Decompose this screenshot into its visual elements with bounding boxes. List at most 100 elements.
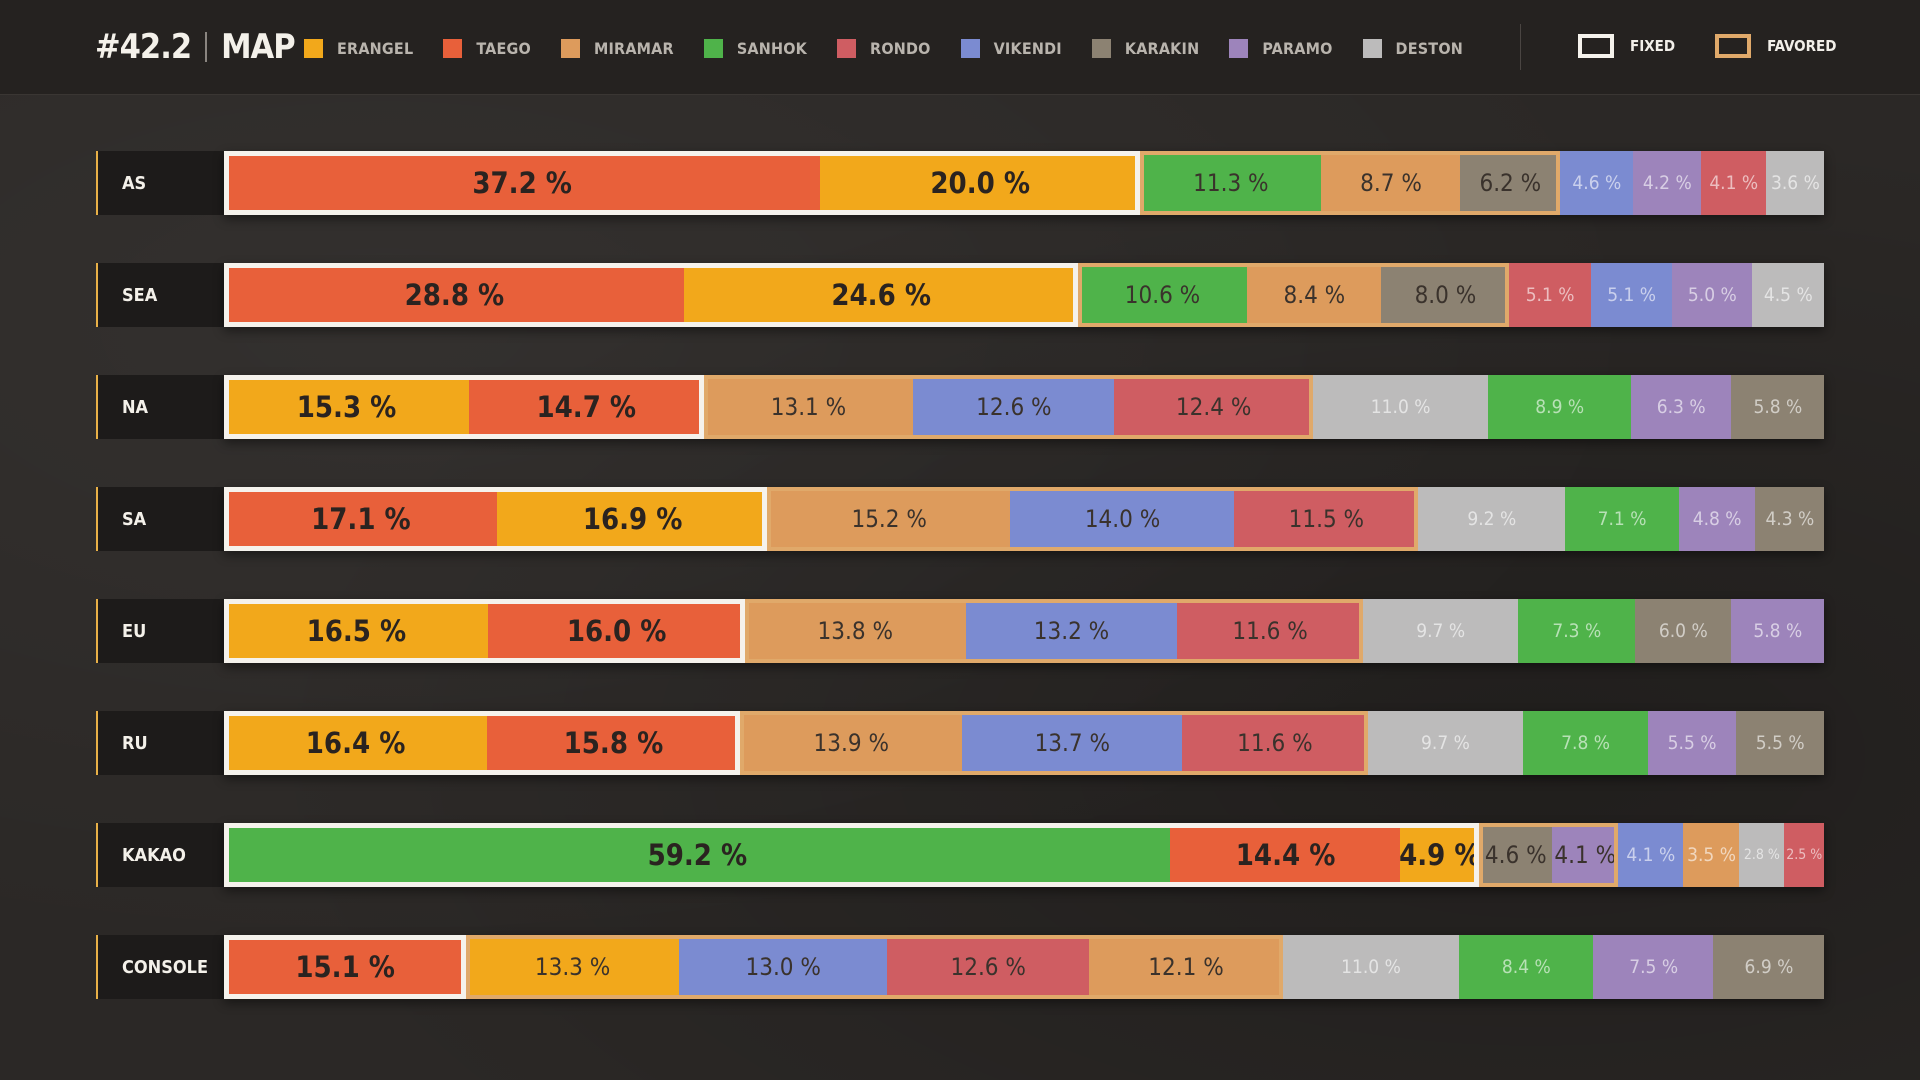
bar-segment-deston: 9.2 % [1418,487,1566,551]
legend-swatch-taego [443,38,463,58]
row-bar-console: 15.1 % 13.3 % 13.0 % 12.6 % 12.1 % 11.0 % 8.4 … [224,935,1825,999]
header-divider [1520,24,1521,70]
row-bar-eu: 16.5 % 16.0 % 13.8 % 13.2 % 11.6 % 9.7 % 7.3 %… [224,599,1825,663]
bar-segment-erangel: 13.3 % [465,935,680,999]
bar-segment-rondo: 12.6 % [887,935,1090,999]
legend-label-rondo: RONDO [870,38,931,58]
bar-segment-miramar: 13.1 % [703,375,914,439]
bar-segment-paramo: 5.8 % [1731,599,1825,663]
legend-item-deston: DESTON [1362,38,1464,58]
legend-label-taego: TAEGO [476,38,531,58]
bar-segment-sanhok: 59.2 % [224,823,1171,887]
bar-segment-miramar: 13.8 % [744,599,967,663]
legend-item-taego: TAEGO [443,38,531,58]
bar-segment-taego: 17.1 % [224,487,498,551]
bar-segment-paramo: 5.5 % [1647,711,1737,775]
favored-label: FAVORED [1767,37,1837,55]
bar-segment-karakin: 6.0 % [1635,599,1732,663]
row-label-kakao: KAKAO [96,823,224,887]
row-bar-as: 37.2 % 20.0 % 11.3 % 8.7 % 6.2 % 4.6 % 4.2 % 4.… [224,151,1825,215]
bar-segment-karakin: 8.0 % [1381,263,1510,327]
legend-item-karakin: KARAKIN [1091,38,1199,58]
bar-segment-miramar: 3.5 % [1683,823,1740,887]
legend-label-paramo: PARAMO [1262,38,1333,58]
bar-segment-miramar: 8.4 % [1246,263,1382,327]
bar-segment-sanhok: 8.4 % [1458,935,1594,999]
favored-swatch [1715,34,1752,58]
legend-swatch-paramo [1229,38,1249,58]
row-label-ru: RU [96,711,224,775]
row-label-na: NA [96,375,224,439]
bar-segment-deston: 9.7 % [1362,599,1519,663]
bar-segment-rondo: 11.5 % [1234,487,1419,551]
bar-segment-karakin: 5.5 % [1735,711,1825,775]
bar-segment-vikendi: 13.7 % [962,711,1183,775]
bar-segment-vikendi: 12.6 % [912,375,1115,439]
bar-segment-deston: 4.5 % [1752,263,1825,327]
bar-segment-karakin: 5.8 % [1731,375,1825,439]
row-label-as: AS [96,151,224,215]
bar-segment-rondo: 12.4 % [1114,375,1313,439]
bar-segment-erangel: 15.3 % [224,375,470,439]
bar-segment-karakin: 6.9 % [1713,935,1825,999]
legend-label-erangel: ERANGEL [337,38,414,58]
legend-item-paramo: PARAMO [1229,38,1333,58]
bar-segment-rondo: 5.1 % [1509,263,1592,327]
bar-segment-deston: 9.7 % [1367,711,1524,775]
bar-segment-deston: 11.0 % [1282,935,1460,999]
legend-swatch-vikendi [960,38,980,58]
bar-segment-erangel: 4.9 % [1400,823,1480,887]
legend-swatch-deston [1362,38,1382,58]
bar-segment-rondo: 2.5 % [1784,823,1825,887]
fixed-label: FIXED [1630,37,1676,55]
fixed-swatch [1578,34,1614,58]
bar-segment-miramar: 13.9 % [739,711,963,775]
bar-segment-taego: 16.0 % [488,599,745,663]
bar-segment-paramo: 4.1 % [1552,823,1619,887]
row-bar-ru: 16.4 % 15.8 % 13.9 % 13.7 % 11.6 % 9.7 % 7.8 %… [224,711,1825,775]
map-legend: ERANGEL TAEGO MIRAMAR SANHOK RONDO VIKENDI KAR… [304,36,1493,60]
legend-label-vikendi: VIKENDI [993,38,1062,58]
page-title: #42.2 MAP [95,24,296,70]
bar-segment-erangel: 24.6 % [684,263,1079,327]
bar-segment-vikendi: 14.0 % [1010,487,1235,551]
bar-segment-taego: 14.4 % [1170,823,1401,887]
bar-segment-karakin: 4.3 % [1755,487,1825,551]
bar-segment-paramo: 5.0 % [1672,263,1753,327]
bar-segment-taego: 15.1 % [224,935,467,999]
row-bar-kakao: 59.2 % 14.4 % 4.9 % 4.6 % 4.1 % 4.1 % 3.5 % 2.8… [224,823,1825,887]
bar-segment-miramar: 8.7 % [1321,151,1461,215]
bar-segment-taego: 37.2 % [224,151,821,215]
bar-segment-deston: 11.0 % [1312,375,1489,439]
legend-item-miramar: MIRAMAR [560,38,674,58]
bar-segment-vikendi: 4.6 % [1559,151,1634,215]
box-legend: FIXED FAVORED [1578,34,1876,58]
row-label-eu: EU [96,599,224,663]
row-label-console: CONSOLE [96,935,224,999]
bar-segment-sanhok: 7.8 % [1522,711,1649,775]
bar-segment-deston: 2.8 % [1739,823,1785,887]
bar-segment-paramo: 4.8 % [1678,487,1756,551]
bar-segment-erangel: 16.9 % [497,487,768,551]
legend-swatch-karakin [1091,38,1111,58]
legend-item-vikendi: VIKENDI [960,38,1062,58]
bar-segment-taego: 15.8 % [486,711,741,775]
bar-segment-sanhok: 7.3 % [1518,599,1636,663]
legend-label-miramar: MIRAMAR [593,38,674,58]
row-bar-sa: 17.1 % 16.9 % 15.2 % 14.0 % 11.5 % 9.2 % 7.1 %… [224,487,1825,551]
bar-segment-taego: 28.8 % [224,263,685,327]
bar-segment-erangel: 20.0 % [819,151,1141,215]
top-bar: #42.2 MAP ERANGEL TAEGO MIRAMAR SANHOK RONDO… [0,0,1920,95]
bar-segment-sanhok: 7.1 % [1565,487,1680,551]
legend-item-sanhok: SANHOK [703,38,807,58]
bar-segment-miramar: 15.2 % [767,487,1011,551]
section-title: MAP [221,27,296,67]
legend-label-deston: DESTON [1395,38,1464,58]
bar-segment-vikendi: 5.1 % [1590,263,1673,327]
legend-swatch-erangel [304,38,323,58]
bar-segment-erangel: 16.4 % [224,711,488,775]
bar-segment-vikendi: 13.0 % [678,935,888,999]
legend-item-erangel: ERANGEL [304,38,414,58]
row-label-sa: SA [96,487,224,551]
